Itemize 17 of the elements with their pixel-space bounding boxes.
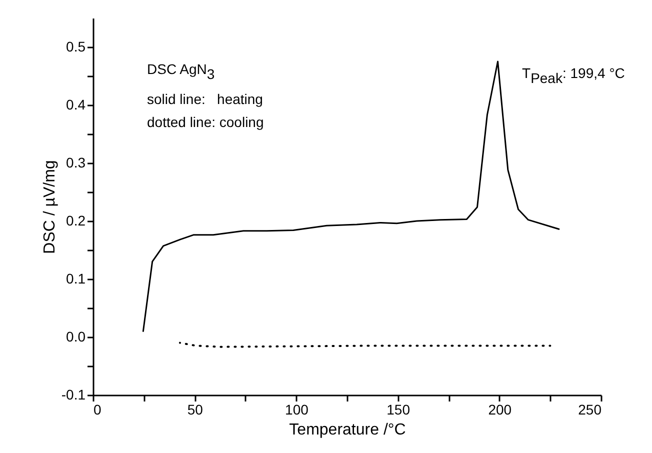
- x-tick-label: 0: [94, 402, 102, 418]
- annotation: dotted line: cooling: [147, 114, 264, 130]
- x-tick-label: 100: [285, 402, 309, 418]
- y-axis-title: DSC / µV/mg: [41, 160, 58, 254]
- x-tick-label: 250: [578, 402, 602, 418]
- x-axis-title: Temperature /°C: [289, 422, 406, 438]
- annotation: solid line: heating: [147, 91, 263, 107]
- y-tick-label: 0.2: [66, 212, 86, 228]
- y-tick-label: 0.5: [66, 38, 86, 54]
- x-tick-label: 150: [386, 402, 410, 418]
- y-tick-label: 0.3: [66, 154, 86, 170]
- y-tick-label: 0.1: [66, 270, 86, 286]
- y-tick-label: 0.0: [66, 328, 86, 344]
- y-tick-label: 0.4: [66, 96, 86, 112]
- x-tick-label: 50: [187, 402, 204, 418]
- y-tick-label: -0.1: [61, 386, 86, 402]
- x-tick-label: 200: [488, 402, 512, 418]
